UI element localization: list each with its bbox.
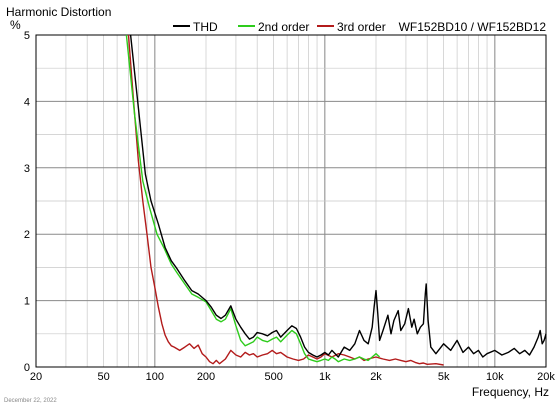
x-tick-label: 500 [264, 371, 282, 383]
legend: THD 2nd order 3rd order [173, 20, 386, 34]
y-tick-label: 2 [24, 229, 30, 241]
x-tick-label: 10k [486, 371, 504, 383]
x-tick-label: 200 [197, 371, 215, 383]
x-tick-label: 100 [146, 371, 164, 383]
chart-title: Harmonic Distortion [6, 5, 111, 19]
y-tick-label: 4 [24, 96, 30, 108]
grid-major [36, 35, 546, 367]
plot-frame [35, 34, 547, 368]
legend-label-thd: THD [193, 20, 218, 34]
y-tick-label: 1 [24, 296, 30, 308]
date-stamp: December 22, 2022 [4, 398, 57, 404]
x-tick-label: 20k [537, 371, 555, 383]
x-tick-label: 2k [370, 371, 382, 383]
x-axis-label: Frequency, Hz [472, 385, 549, 399]
series-layer [125, 34, 547, 366]
x-tick-labels: 20 50 100 200 500 1k 2k 5k 10k 20k [30, 371, 555, 383]
series-line-2nd-order [125, 34, 381, 363]
series-line-thd [129, 34, 547, 358]
y-axis-label: % [10, 18, 21, 32]
x-tick-label: 1k [319, 371, 331, 383]
x-tick-label: 20 [30, 371, 42, 383]
x-tick-label: 50 [98, 371, 110, 383]
legend-label-2nd-order: 2nd order [258, 20, 309, 34]
chart-subtitle: WF152BD10 / WF152BD12 [399, 20, 547, 34]
y-tick-label: 3 [24, 163, 30, 175]
y-tick-label: 5 [24, 30, 30, 42]
y-tick-labels: 0 1 2 3 4 5 [24, 30, 30, 374]
y-tick-label: 0 [24, 362, 30, 374]
x-tick-label: 5k [438, 371, 450, 383]
series-line-3rd-order [127, 34, 444, 366]
legend-label-3rd-order: 3rd order [337, 20, 386, 34]
